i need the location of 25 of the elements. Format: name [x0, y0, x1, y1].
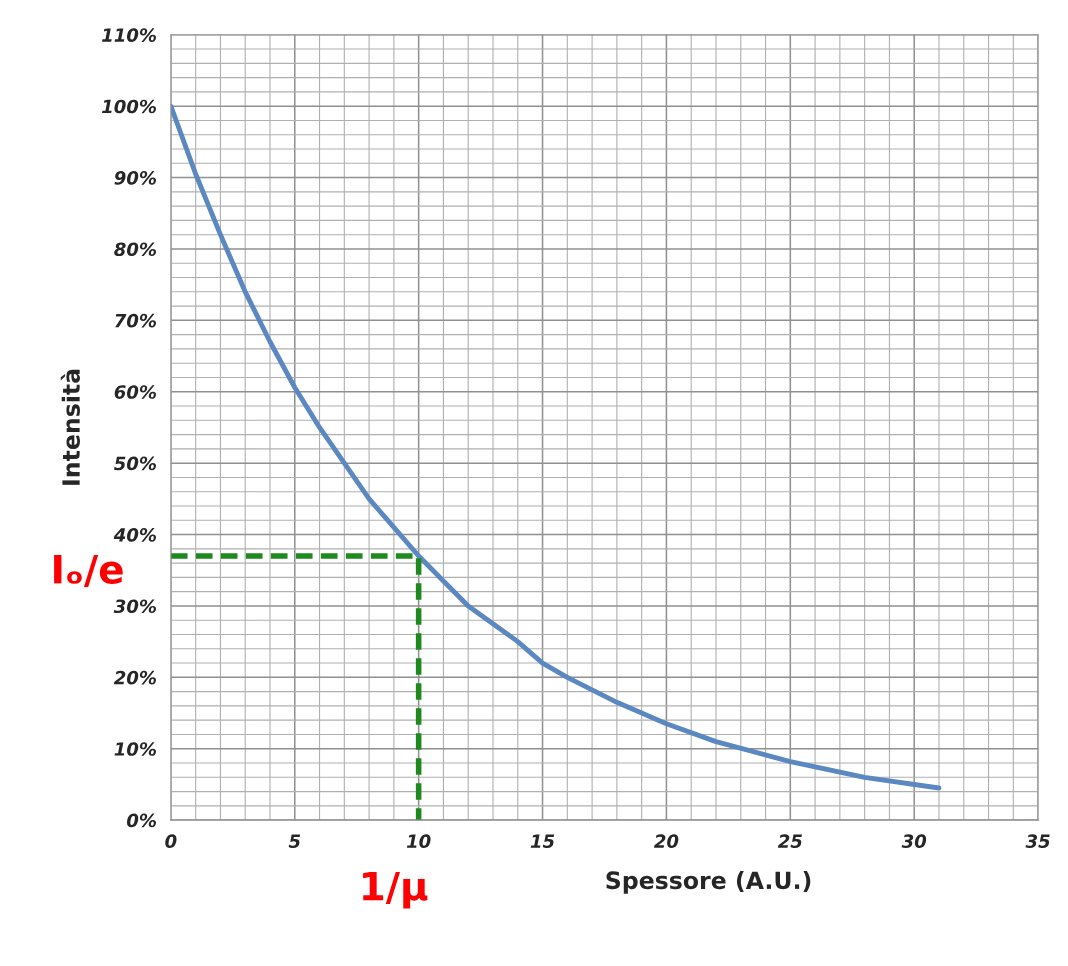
- x-tick-label: 10: [406, 834, 431, 848]
- x-tick-label: 15: [530, 834, 555, 848]
- y-tick-label: 60%: [114, 385, 156, 399]
- y-tick-label: 110%: [101, 28, 156, 42]
- annotation: 1/μ: [363, 871, 428, 909]
- y-tick-label: 80%: [114, 242, 156, 257]
- x-tick-label: 0: [165, 834, 177, 848]
- x-tick-label: 5: [288, 834, 301, 848]
- y-tick-label: 50%: [114, 456, 156, 471]
- x-tick-label: 35: [1025, 834, 1050, 848]
- y-tick-label: 10%: [114, 742, 156, 756]
- y-tick-label: 40%: [113, 528, 156, 542]
- x-tick-label: 30: [901, 834, 927, 848]
- annotation: Iₒ/e: [54, 555, 123, 587]
- x-tick-label: 25: [777, 834, 802, 848]
- y-tick-label: 90%: [114, 171, 156, 185]
- y-tick-label: 70%: [115, 313, 156, 328]
- y-tick-label: 0%: [126, 813, 156, 828]
- x-axis-title: Spessore (A.U.): [606, 870, 811, 894]
- y-tick-label: 20%: [113, 670, 156, 685]
- y-tick-label: 30%: [113, 599, 156, 614]
- y-axis-title: Intensità: [60, 369, 80, 485]
- line-series: [170, 103, 942, 791]
- x-tick-label: 20: [654, 834, 679, 848]
- y-tick-label: 100%: [101, 99, 156, 114]
